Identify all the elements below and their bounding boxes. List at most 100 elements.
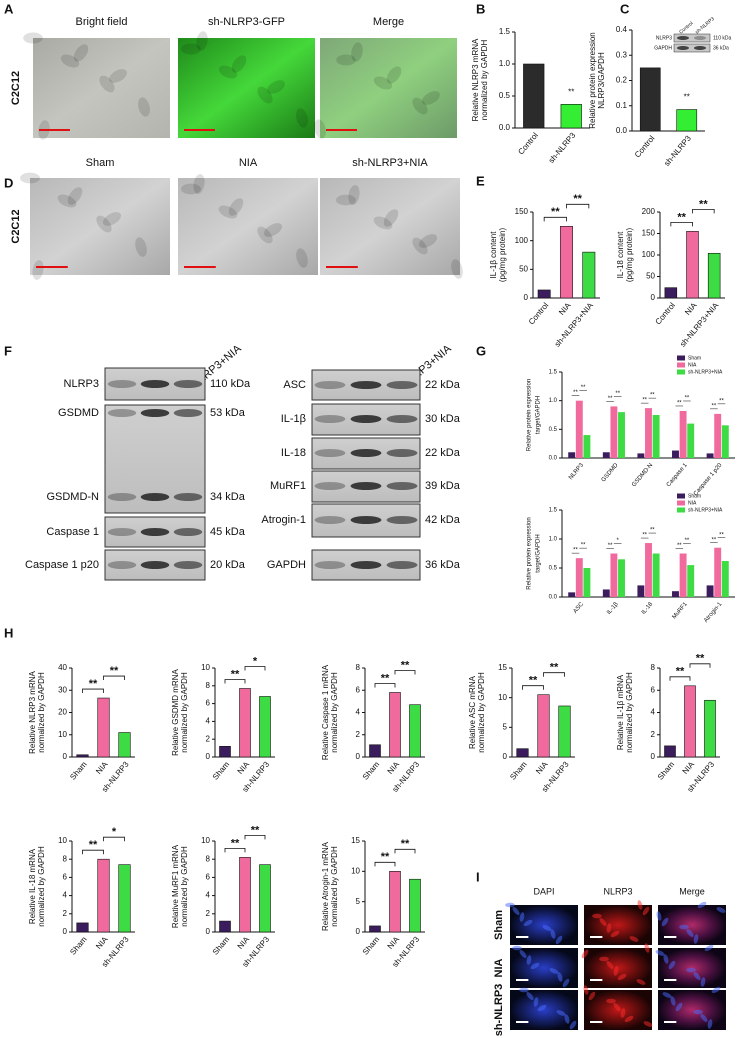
y-tick-label: 8 (356, 663, 361, 672)
significance: ** (677, 401, 682, 407)
y-tick-label: 1.0 (549, 537, 558, 543)
y-tick-label: 0 (63, 752, 68, 761)
legend-label: NIA (688, 500, 697, 506)
cell (617, 973, 627, 981)
legend-swatch (677, 500, 685, 506)
bar (97, 858, 110, 933)
blot-band (173, 561, 203, 569)
panel-letter: I (476, 869, 480, 884)
cell (383, 209, 399, 227)
cell (557, 972, 563, 982)
significance: ** (719, 532, 724, 538)
bar (672, 591, 679, 597)
significance-bracket (374, 683, 396, 688)
y-tick-label: 1.5 (499, 27, 511, 36)
cell (20, 172, 40, 184)
inset-size: 36 kDa (713, 45, 729, 51)
micrograph (510, 905, 578, 945)
cell (606, 961, 614, 969)
y-tick-label: 15 (351, 836, 360, 845)
cell (599, 956, 609, 962)
y-tick-label: 6 (206, 873, 211, 882)
bar (259, 696, 271, 758)
significance-bracket (103, 675, 125, 681)
significance-bracket (244, 834, 266, 840)
x-tick-label: Sham (68, 935, 89, 957)
cell (422, 91, 440, 105)
cell (581, 949, 589, 959)
y-tick-label: 0.0 (616, 126, 628, 135)
y-axis-label: (pg/mg protein) (498, 228, 507, 283)
y-tick-label: 0 (206, 752, 211, 761)
y-tick-label: 4 (63, 891, 68, 900)
blot-band (314, 561, 346, 569)
x-tick-label: NIA (94, 934, 110, 951)
x-tick-label: sh-NLRP3 (662, 133, 693, 167)
significance-bracket (224, 679, 246, 684)
y-tick-label: 2 (206, 734, 211, 743)
significance: ** (712, 403, 717, 409)
significance: ** (573, 548, 578, 554)
cell (700, 977, 706, 987)
y-tick-label: 0.0 (549, 456, 558, 462)
y-tick-label: 0.5 (499, 91, 511, 100)
blot-band (173, 409, 203, 417)
bar (560, 104, 582, 129)
bar (707, 252, 721, 299)
blot-band (386, 516, 418, 524)
significance-bracket (566, 203, 590, 209)
significance-bracket (669, 676, 691, 681)
y-tick-label: 6 (356, 685, 361, 694)
bar (618, 559, 625, 597)
bar (645, 408, 652, 458)
significance: ** (719, 398, 724, 404)
bar (97, 697, 110, 758)
bar (219, 920, 231, 933)
legend-swatch (677, 362, 685, 368)
significance: * (617, 538, 620, 544)
blot-band (107, 493, 137, 501)
bar (714, 547, 722, 597)
significance: ** (381, 672, 390, 684)
significance: ** (615, 391, 620, 397)
significance: ** (89, 678, 98, 690)
cell (533, 997, 539, 1007)
inset-band (677, 46, 689, 50)
significance: ** (642, 398, 647, 404)
protein-label: GSDMD (58, 407, 99, 419)
x-tick-label: NIA (236, 934, 252, 951)
bar (118, 864, 131, 933)
cell (711, 986, 721, 994)
cell (267, 80, 285, 94)
cell (96, 215, 112, 233)
legend-label: Sham (688, 355, 701, 361)
x-tick-label: Sham (656, 760, 677, 782)
y-axis-label: Relative IL-1β mRNA (616, 674, 625, 750)
blot-band (314, 381, 346, 389)
inset-membrane (673, 43, 711, 53)
blot-band (314, 449, 346, 457)
y-tick-label: 0.1 (616, 101, 628, 110)
bar (537, 289, 551, 299)
cell (569, 1020, 577, 1030)
protein-label: Caspase 1 p20 (25, 559, 99, 571)
protein-label: MuRF1 (270, 480, 306, 492)
bar (637, 585, 645, 597)
significance: ** (581, 385, 586, 391)
blot-band (107, 409, 137, 417)
legend-label: sh-NLRP3+NIA (688, 507, 723, 513)
y-tick-label: 0.3 (616, 50, 628, 59)
panel-letter: H (4, 625, 13, 640)
cell (679, 924, 689, 930)
significance: ** (573, 193, 582, 205)
blot-membrane (311, 369, 421, 401)
bar (602, 452, 610, 458)
image-row-label: Sham (493, 910, 505, 940)
y-tick-label: 0 (651, 752, 656, 761)
x-tick-label: Caspase 1 p20 (693, 462, 724, 497)
cell (386, 66, 402, 84)
cell (556, 1010, 566, 1016)
cell (620, 1008, 626, 1018)
micrograph (30, 178, 170, 275)
